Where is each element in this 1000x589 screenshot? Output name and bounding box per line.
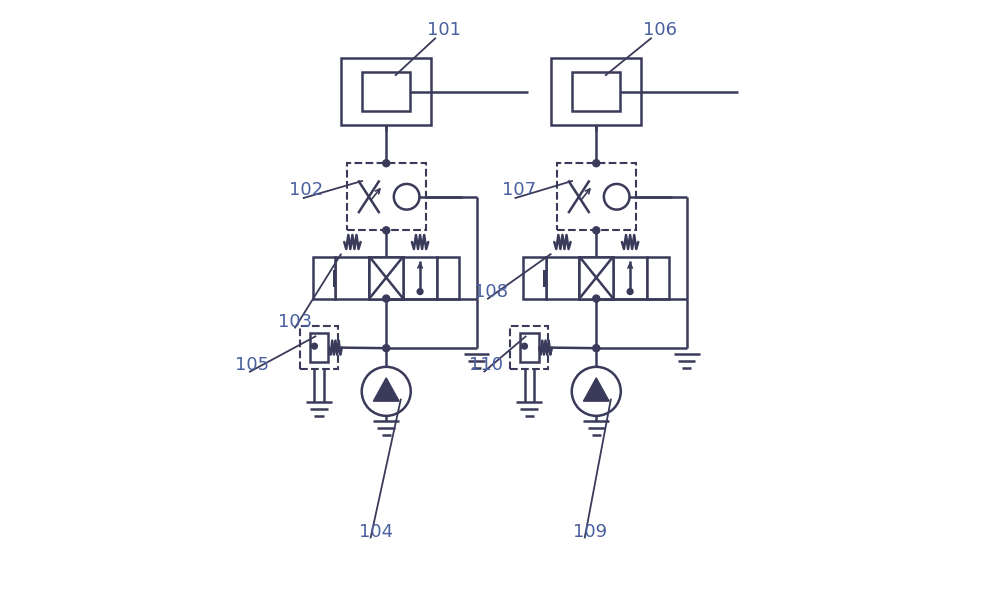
Text: 103: 103: [278, 313, 312, 330]
Circle shape: [593, 345, 600, 352]
Bar: [335, 257, 369, 299]
Circle shape: [362, 367, 411, 416]
Bar: [572, 72, 620, 111]
Circle shape: [593, 227, 600, 234]
Circle shape: [383, 345, 390, 352]
Polygon shape: [583, 378, 609, 401]
Circle shape: [312, 343, 317, 349]
Text: 109: 109: [573, 522, 607, 541]
Bar: [403, 257, 437, 299]
Bar: [313, 257, 335, 299]
Circle shape: [383, 295, 390, 302]
Text: 101: 101: [427, 21, 461, 39]
Bar: [347, 163, 426, 230]
Bar: [551, 58, 641, 125]
Bar: [310, 333, 328, 362]
Bar: [300, 326, 338, 369]
Text: 107: 107: [502, 181, 536, 199]
Bar: [523, 257, 546, 299]
Bar: [341, 58, 431, 125]
Circle shape: [572, 367, 621, 416]
Text: 105: 105: [235, 356, 269, 375]
Circle shape: [417, 289, 423, 294]
Circle shape: [383, 227, 390, 234]
Circle shape: [593, 160, 600, 167]
Bar: [647, 257, 669, 299]
Bar: [613, 257, 647, 299]
Circle shape: [522, 343, 527, 349]
Circle shape: [394, 184, 419, 210]
Bar: [510, 326, 548, 369]
Circle shape: [627, 289, 633, 294]
Bar: [579, 257, 613, 299]
Text: 108: 108: [474, 283, 508, 302]
Circle shape: [604, 184, 630, 210]
Text: 104: 104: [359, 522, 393, 541]
Text: 102: 102: [289, 181, 323, 199]
Text: 106: 106: [643, 21, 677, 39]
Bar: [579, 257, 613, 299]
Bar: [557, 163, 636, 230]
Bar: [369, 257, 403, 299]
Bar: [362, 72, 410, 111]
Bar: [437, 257, 459, 299]
Text: 110: 110: [469, 356, 503, 375]
Circle shape: [593, 295, 600, 302]
Bar: [546, 257, 579, 299]
Bar: [520, 333, 539, 362]
Circle shape: [383, 160, 390, 167]
Bar: [369, 257, 403, 299]
Polygon shape: [373, 378, 399, 401]
